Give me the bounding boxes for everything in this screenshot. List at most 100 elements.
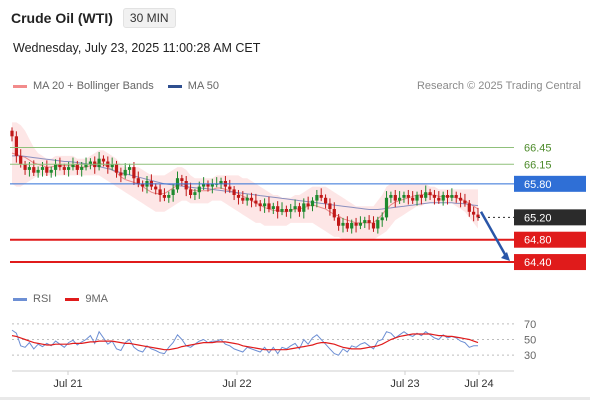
candle-body — [467, 203, 471, 212]
candle-body — [441, 195, 445, 201]
candle-body — [345, 222, 349, 229]
candle-body — [393, 195, 397, 201]
candle-body — [23, 164, 27, 170]
candle-body — [428, 192, 432, 195]
candle-body — [258, 203, 262, 207]
candle-body — [202, 183, 206, 187]
candle-body — [284, 209, 288, 212]
candle-body — [132, 167, 136, 179]
candle-body — [289, 209, 293, 212]
candle-body — [197, 186, 201, 193]
candle-body — [445, 195, 450, 198]
candle-body — [450, 195, 454, 198]
price-legend: MA 20 + Bollinger Bands MA 50 — [13, 80, 233, 92]
candle-body — [376, 220, 380, 229]
chart-datetime: Wednesday, July 23, 2025 11:00:28 AM CET — [13, 41, 261, 55]
candle-body — [319, 195, 323, 198]
candle-body — [36, 169, 40, 173]
candle-body — [158, 189, 162, 195]
candle-body — [119, 172, 123, 176]
candle-body — [398, 197, 402, 201]
rsi-tick-70: 70 — [524, 319, 536, 331]
candle-body — [75, 164, 79, 170]
candle-body — [27, 167, 31, 170]
candle-body — [454, 195, 458, 198]
legend-label-ma50: MA 50 — [187, 80, 219, 92]
candle-body — [71, 164, 75, 168]
candle-body — [136, 178, 140, 184]
x-tick-label-jul-22: Jul 22 — [222, 378, 251, 390]
candle-body — [306, 203, 310, 207]
candle-body — [350, 222, 354, 229]
candle-body — [341, 222, 345, 226]
candle-body — [459, 197, 463, 201]
candle-body — [358, 222, 362, 226]
candle-body — [293, 206, 297, 209]
candle-body — [162, 195, 166, 198]
timeframe-button[interactable]: 30 MIN — [122, 8, 176, 28]
rsi-legend: RSI 9MA — [13, 293, 122, 305]
legend-item-ma50: MA 50 — [167, 80, 219, 92]
candle-body — [337, 217, 341, 226]
legend-label-rsi: RSI — [33, 293, 52, 305]
legend-label-9ma: 9MA — [85, 293, 108, 305]
candle-body — [58, 164, 62, 168]
candle-body — [40, 167, 45, 170]
candle-body — [476, 214, 480, 218]
candle-body — [354, 222, 358, 226]
candle-body — [411, 197, 415, 201]
candle-body — [324, 197, 328, 204]
rsi-series-9ma — [11, 333, 479, 351]
level-label-bg-65-80 — [514, 175, 586, 192]
level-label-64-40: 64.40 — [524, 257, 552, 269]
candle-body — [141, 183, 145, 187]
candle-body — [84, 164, 88, 168]
candle-body — [271, 206, 275, 209]
candle-body — [180, 178, 184, 181]
candle-body — [10, 130, 14, 137]
candle-body — [415, 195, 419, 201]
candle-body — [210, 183, 214, 187]
candle-body — [219, 181, 223, 184]
legend-item-rsi: RSI — [13, 293, 51, 305]
candle-body — [267, 203, 271, 209]
rsi-tick-50: 50 — [524, 335, 536, 347]
candle-body — [328, 203, 332, 209]
candle-body — [302, 203, 306, 212]
legend-swatch-rsi — [13, 297, 27, 301]
candle-body — [263, 203, 267, 207]
candle-body — [110, 164, 114, 168]
candle-body — [14, 136, 18, 156]
legend-swatch-9ma — [65, 297, 80, 301]
candle-body — [249, 197, 254, 201]
candle-body — [206, 183, 210, 187]
x-tick-label-jul-24: Jul 24 — [464, 378, 493, 390]
bottom-border — [0, 397, 590, 400]
candle-body — [67, 167, 71, 170]
candle-body — [54, 164, 58, 170]
x-tick-label-jul-23: Jul 23 — [390, 378, 419, 390]
legend-label-ma20: MA 20 + Bollinger Bands — [33, 80, 154, 92]
candle-body — [310, 200, 315, 207]
candle-body — [389, 195, 393, 198]
candle-body — [419, 195, 423, 198]
candle-body — [49, 169, 53, 173]
level-label-bg-64-80 — [514, 231, 586, 248]
candle-body — [245, 197, 249, 201]
candle-body — [88, 161, 92, 165]
candle-body — [241, 197, 245, 201]
candle-body — [424, 192, 428, 198]
level-label-66-15: 66.15 — [524, 159, 552, 171]
candle-body — [80, 167, 84, 170]
candle-body — [97, 158, 101, 168]
candle-body — [297, 206, 301, 212]
legend-swatch-ma20 — [13, 84, 27, 88]
candle-body — [380, 217, 384, 221]
candle-body — [45, 167, 49, 173]
rsi-tick-30: 30 — [524, 350, 536, 362]
level-label-bg-65-20 — [514, 209, 586, 226]
level-label-66-45: 66.45 — [524, 143, 552, 155]
candle-body — [232, 189, 236, 195]
candle-body — [184, 181, 188, 190]
